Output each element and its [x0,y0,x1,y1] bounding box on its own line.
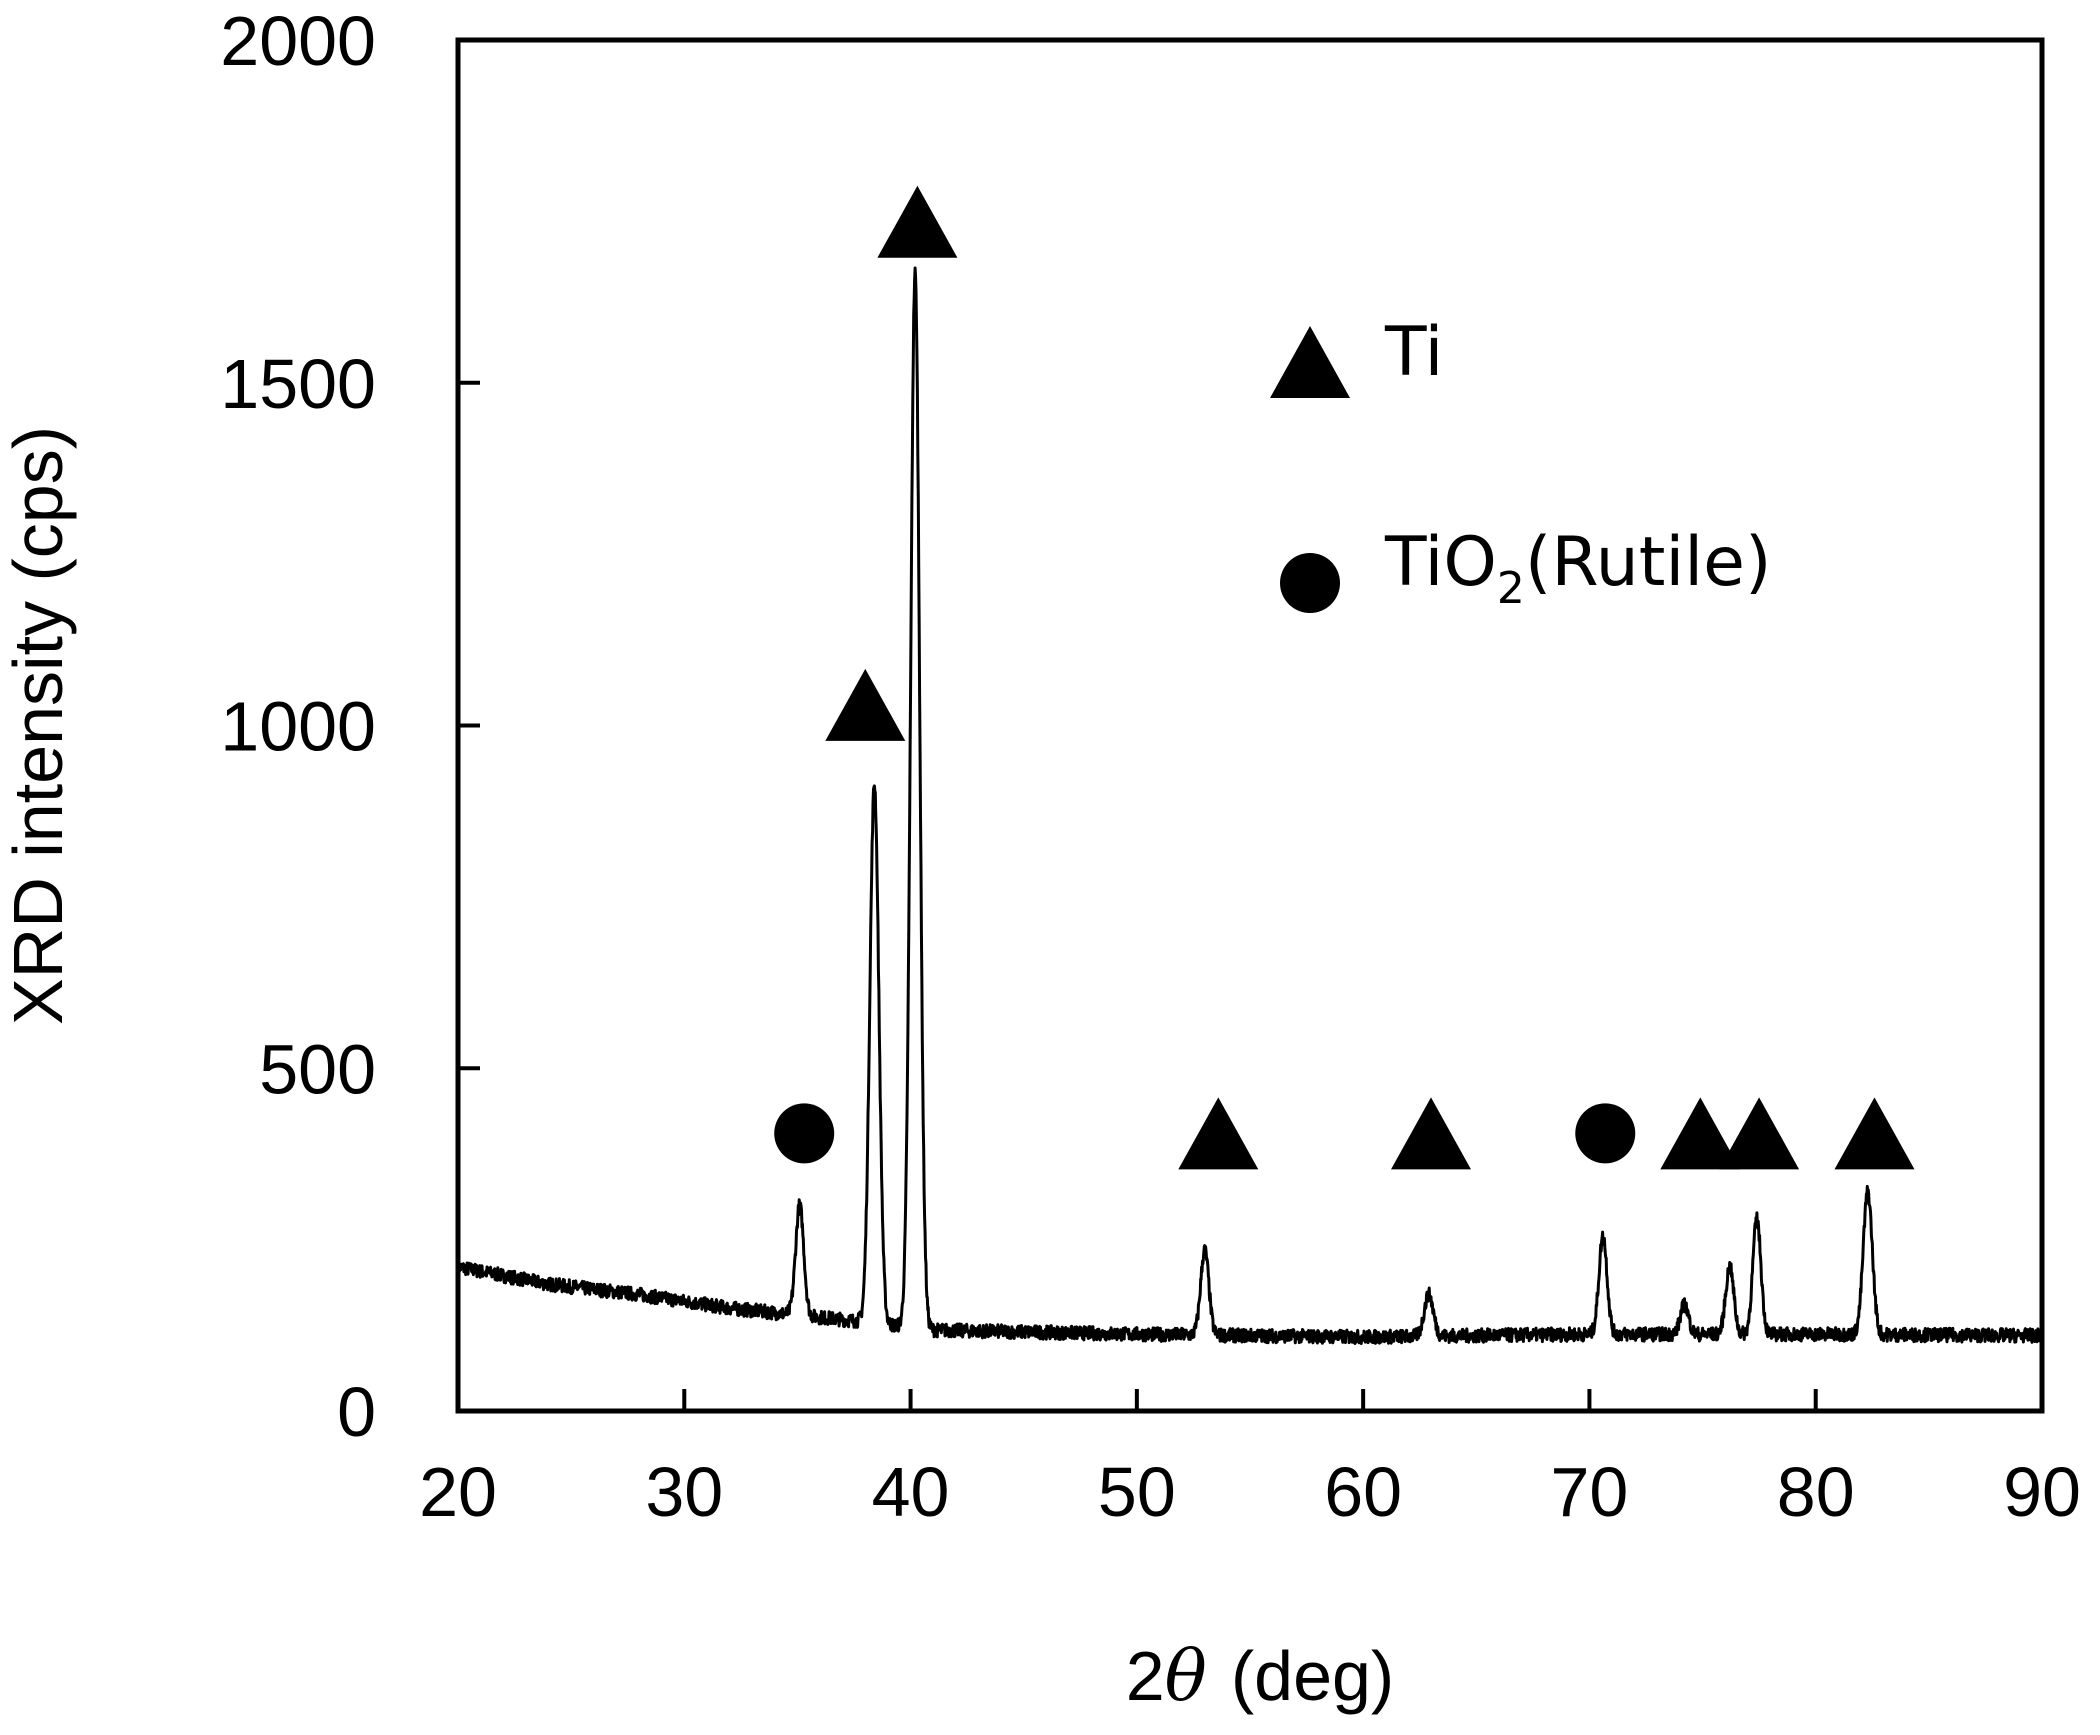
tio2-peak-marker [774,1103,835,1164]
ti-peak-marker [1834,1097,1915,1170]
data-layer [456,266,2044,1345]
ti-peak-marker [825,668,906,741]
ti-peak-marker [877,185,958,258]
x-tick-label: 20 [419,1453,497,1531]
tio2-peak-marker [1575,1103,1636,1164]
ti-peak-marker [1178,1097,1259,1170]
legend-label-tio2-subscript: 2 [1497,563,1525,614]
y-axis-title: XRD intensity (cps) [0,426,77,1025]
legend: Ti TiO2(Rutile) [1270,313,1772,614]
legend-circle-marker [1280,553,1340,613]
y-tick-label: 500 [259,1030,376,1108]
y-tick-label: 1000 [220,688,376,766]
x-axis-title-unit: (deg) [1231,1637,1394,1715]
legend-label-tio2-text: TiO [1384,523,1497,602]
legend-label-tio2: TiO2(Rutile) [1384,523,1772,614]
x-tick-label: 50 [1098,1453,1176,1531]
legend-label-tio2-phase: (Rutile) [1525,523,1772,602]
legend-label-ti-text: Ti [1384,313,1443,392]
x-tick-label: 60 [1324,1453,1402,1531]
plot-frame [455,37,2045,1414]
legend-triangle-marker [1270,326,1350,398]
x-axis-title: 2θ (deg) [1126,1635,1395,1717]
x-axis-title-prefix: 2 [1126,1637,1165,1715]
peak-markers [774,185,1915,1170]
y-tick-label: 2000 [220,2,376,80]
tick-labels: 20 30 40 50 60 70 80 90 0 500 1000 1500 2000 [220,2,2081,1531]
x-tick-label: 80 [1777,1453,1855,1531]
ti-peak-marker [1391,1097,1471,1170]
y-tick-label: 1500 [220,345,376,423]
x-tick-label: 90 [2003,1453,2081,1531]
ti-peak-marker [1660,1097,1741,1170]
x-axis-title-symbol: θ [1165,1635,1207,1717]
x-tick-label: 30 [645,1453,723,1531]
ti-peak-marker [1719,1097,1800,1170]
x-tick-label: 40 [872,1453,950,1531]
xrd-spectrum-line [456,266,2044,1345]
y-tick-label: 0 [337,1373,376,1451]
x-tick-label: 70 [1550,1453,1628,1531]
legend-label-ti: Ti [1384,313,1443,392]
axis-ticks [458,380,1818,1411]
